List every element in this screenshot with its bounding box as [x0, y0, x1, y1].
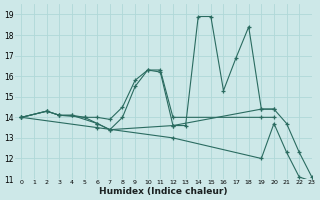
- X-axis label: Humidex (Indice chaleur): Humidex (Indice chaleur): [99, 187, 228, 196]
